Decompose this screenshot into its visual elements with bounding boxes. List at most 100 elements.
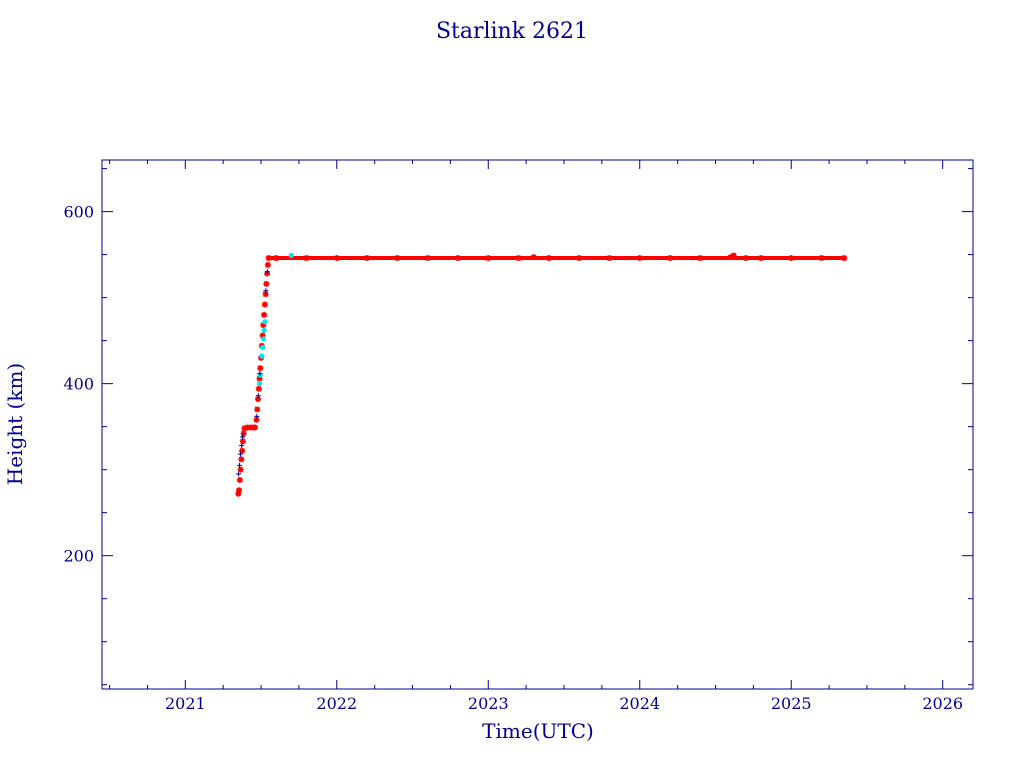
asterisk-stroke xyxy=(697,255,704,261)
data-point xyxy=(265,255,272,262)
data-point xyxy=(454,255,461,262)
asterisk-stroke xyxy=(261,312,267,318)
data-point xyxy=(238,456,245,463)
x-tick-label: 2025 xyxy=(771,694,812,713)
data-point xyxy=(261,311,268,318)
data-point xyxy=(236,487,243,494)
data-points-group xyxy=(235,252,848,497)
asterisk-stroke xyxy=(530,254,537,260)
asterisk-stroke xyxy=(259,332,266,339)
data-point xyxy=(237,451,243,457)
x-tick-label: 2023 xyxy=(468,694,509,713)
asterisk-stroke xyxy=(636,255,643,261)
x-tick-label: 2022 xyxy=(316,694,357,713)
data-point xyxy=(394,255,401,262)
data-point xyxy=(260,336,266,342)
asterisk-stroke xyxy=(237,466,244,473)
asterisk-stroke xyxy=(257,365,264,371)
asterisk-stroke xyxy=(253,417,260,423)
data-point xyxy=(257,365,264,372)
asterisk-stroke xyxy=(788,255,794,261)
asterisk-stroke xyxy=(667,255,673,261)
data-point xyxy=(730,252,737,259)
data-point xyxy=(259,344,266,351)
data-point xyxy=(364,255,371,262)
data-point xyxy=(236,476,243,483)
asterisk-stroke xyxy=(252,424,258,431)
x-axis-label: Time(UTC) xyxy=(482,719,594,743)
asterisk-stroke xyxy=(576,255,582,261)
data-point xyxy=(264,269,270,275)
data-point xyxy=(636,255,643,262)
asterisk-stroke xyxy=(743,255,749,261)
data-point xyxy=(576,255,583,262)
data-point xyxy=(273,255,280,262)
data-point xyxy=(788,255,795,262)
data-point xyxy=(667,255,674,262)
data-point xyxy=(237,462,243,468)
asterisk-stroke xyxy=(303,255,310,261)
data-point xyxy=(256,381,263,387)
y-axis-label: Height (km) xyxy=(3,363,27,485)
data-point xyxy=(264,261,271,268)
asterisk-stroke xyxy=(238,456,245,463)
data-point xyxy=(757,255,764,262)
data-point xyxy=(288,252,294,259)
data-point xyxy=(253,416,260,423)
asterisk-stroke xyxy=(485,255,492,261)
x-tick-label: 2024 xyxy=(619,694,660,713)
data-point xyxy=(236,471,242,477)
data-point xyxy=(263,280,270,287)
data-point xyxy=(818,255,825,262)
data-point xyxy=(255,385,262,392)
data-point xyxy=(251,424,258,431)
asterisk-stroke xyxy=(606,255,613,261)
y-tick-label: 400 xyxy=(63,375,94,394)
data-point xyxy=(239,443,245,449)
data-point xyxy=(261,301,268,308)
data-point xyxy=(257,370,263,376)
data-point xyxy=(485,255,492,262)
data-point xyxy=(742,255,749,262)
asterisk-stroke xyxy=(394,255,401,261)
x-tick-label: 2026 xyxy=(922,694,963,713)
asterisk-stroke xyxy=(818,255,825,261)
asterisk-stroke xyxy=(256,386,262,392)
data-point xyxy=(424,255,431,262)
asterisk-stroke xyxy=(237,477,243,483)
asterisk-stroke xyxy=(841,255,848,261)
data-point xyxy=(515,255,522,262)
data-point xyxy=(606,255,613,262)
asterisk-stroke xyxy=(364,255,370,261)
data-point xyxy=(259,353,265,359)
data-point xyxy=(255,393,261,399)
data-point xyxy=(237,466,244,473)
asterisk-stroke xyxy=(265,255,272,261)
asterisk-stroke xyxy=(455,255,461,261)
data-point xyxy=(261,327,267,333)
data-point xyxy=(841,255,848,262)
asterisk-stroke xyxy=(265,262,271,268)
asterisk-stroke xyxy=(262,301,268,308)
asterisk-stroke xyxy=(254,406,261,413)
y-tick-label: 200 xyxy=(63,547,94,566)
asterisk-stroke xyxy=(424,255,431,261)
data-point xyxy=(697,255,704,262)
data-point xyxy=(303,255,310,262)
data-point xyxy=(333,255,340,262)
data-point xyxy=(254,413,260,419)
data-point xyxy=(240,434,246,440)
asterisk-stroke xyxy=(263,281,270,287)
data-point xyxy=(263,288,269,294)
asterisk-stroke xyxy=(240,438,246,445)
data-point xyxy=(530,254,537,261)
data-point xyxy=(254,406,261,413)
asterisk-stroke xyxy=(236,487,242,494)
chart-title: Starlink 2621 xyxy=(436,19,588,44)
y-tick-label: 600 xyxy=(63,203,94,222)
asterisk-stroke xyxy=(546,255,552,261)
asterisk-stroke xyxy=(515,255,522,261)
plot-frame xyxy=(101,159,974,690)
asterisk-stroke xyxy=(758,255,764,261)
